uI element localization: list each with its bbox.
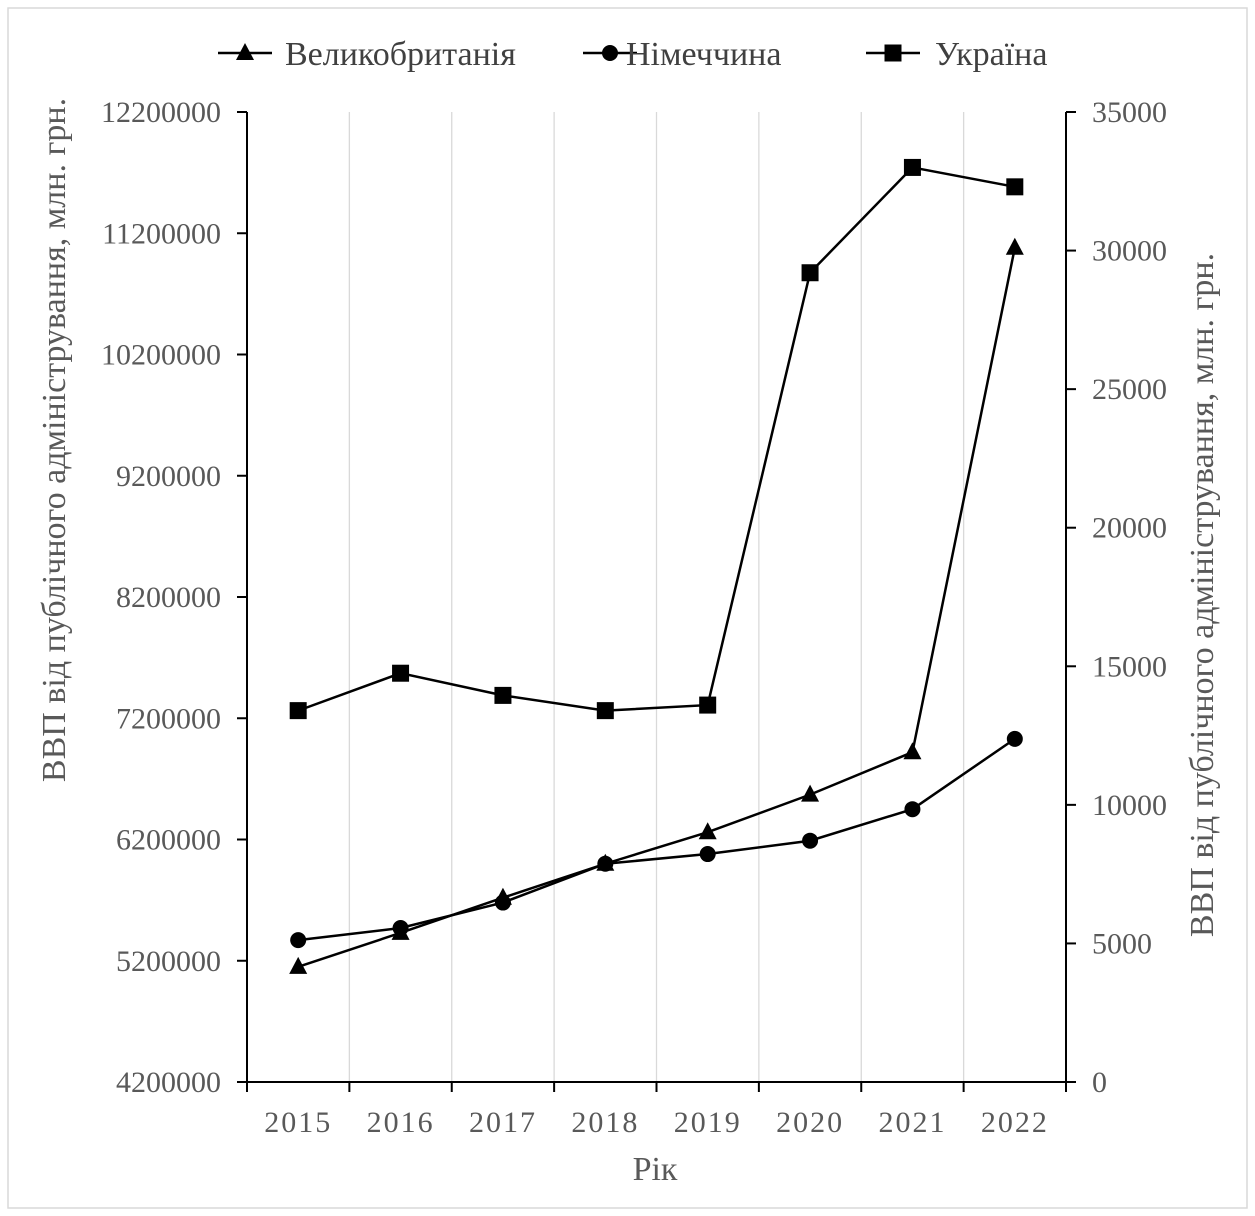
y-left-tick-label: 4200000 — [116, 1066, 221, 1099]
x-axis-title: Рік — [633, 1151, 678, 1188]
data-point-square — [289, 702, 307, 720]
legend-item: Україна — [866, 36, 1047, 73]
y-left-tick-label: 10200000 — [101, 339, 221, 372]
series-2 — [290, 730, 1023, 949]
data-point-square — [596, 702, 614, 720]
legend-item: Німеччина — [583, 36, 781, 73]
data-point-triangle — [903, 742, 922, 760]
series-line — [297, 166, 1016, 712]
y-right-tick-label: 25000 — [1092, 373, 1167, 406]
gridlines — [348, 112, 965, 1082]
data-point-circle — [1006, 730, 1023, 747]
series-line — [298, 737, 1016, 942]
data-point-circle — [802, 832, 819, 849]
data-point-circle — [290, 932, 307, 949]
series-3 — [289, 158, 1024, 720]
data-point-square — [494, 686, 512, 704]
legend-label: Німеччина — [626, 36, 781, 73]
legend-marker-triangle — [236, 43, 254, 60]
y-axis-left-title: ВВП від публічного адміністрування, млн.… — [36, 98, 73, 782]
data-point-square — [699, 696, 717, 714]
legend-item: Великобританія — [218, 36, 516, 73]
x-tick-label: 2020 — [776, 1106, 844, 1139]
data-point-square — [1006, 178, 1024, 196]
y-right-tick-label: 5000 — [1092, 927, 1152, 960]
y-right-tick-label: 0 — [1092, 1066, 1107, 1099]
data-point-triangle — [1005, 237, 1024, 255]
y-left-tick-label: 7200000 — [116, 702, 221, 735]
x-tick-label: 2015 — [264, 1106, 332, 1139]
legend: Великобританія Німеччина Україна — [218, 36, 1047, 73]
axes: 4200000 5200000 6200000 7200000 8200000 92000… — [101, 96, 1167, 1139]
x-tick-label: 2021 — [878, 1106, 946, 1139]
y-left-tick-label: 5200000 — [116, 945, 221, 978]
data-point-circle — [494, 894, 511, 911]
y-left-tick-label: 8200000 — [116, 581, 221, 614]
y-axis-right-title: ВВП від публічного адміністрування, млн.… — [1184, 253, 1221, 937]
legend-marker-circle — [602, 45, 618, 61]
y-left-tick-label: 9200000 — [116, 460, 221, 493]
y-left-tick-label: 11200000 — [102, 217, 221, 250]
data-point-circle — [392, 920, 409, 937]
x-tick-label: 2016 — [367, 1106, 435, 1139]
data-point-triangle — [801, 784, 820, 802]
chart-frame — [7, 7, 1248, 1209]
y-right-tick-label: 10000 — [1092, 789, 1167, 822]
y-right-tick-label: 35000 — [1092, 96, 1167, 129]
legend-label: Україна — [935, 36, 1047, 73]
legend-marker-square — [884, 44, 902, 62]
data-point-circle — [597, 855, 614, 872]
legend-label: Великобританія — [285, 36, 516, 73]
data-point-square — [392, 664, 410, 682]
data-point-square — [801, 264, 819, 282]
data-point-circle — [904, 801, 921, 818]
data-point-triangle — [698, 822, 717, 840]
data-point-triangle — [289, 956, 308, 974]
x-tick-label: 2017 — [469, 1106, 537, 1139]
x-tick-label: 2022 — [981, 1106, 1049, 1139]
series-line — [297, 247, 1017, 968]
y-left-tick-label: 6200000 — [116, 824, 221, 857]
y-right-tick-label: 30000 — [1092, 235, 1167, 268]
y-right-tick-label: 15000 — [1092, 650, 1167, 683]
data-point-circle — [699, 846, 716, 863]
y-right-tick-label: 20000 — [1092, 512, 1167, 545]
data-point-square — [903, 158, 921, 176]
y-left-tick-label: 12200000 — [101, 96, 221, 129]
x-tick-label: 2019 — [674, 1106, 742, 1139]
x-tick-label: 2018 — [571, 1106, 639, 1139]
series — [289, 158, 1024, 974]
